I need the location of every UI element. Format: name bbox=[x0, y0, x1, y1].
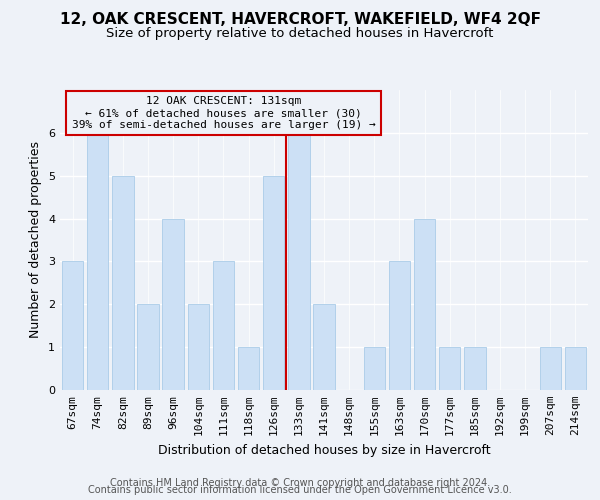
Bar bbox=[389, 262, 410, 390]
Text: 12, OAK CRESCENT, HAVERCROFT, WAKEFIELD, WF4 2QF: 12, OAK CRESCENT, HAVERCROFT, WAKEFIELD,… bbox=[59, 12, 541, 28]
Bar bbox=[288, 133, 310, 390]
Bar bbox=[464, 347, 485, 390]
Bar bbox=[137, 304, 158, 390]
X-axis label: Distribution of detached houses by size in Havercroft: Distribution of detached houses by size … bbox=[158, 444, 490, 456]
Bar bbox=[313, 304, 335, 390]
Bar bbox=[439, 347, 460, 390]
Bar bbox=[62, 262, 83, 390]
Bar bbox=[163, 218, 184, 390]
Text: Contains HM Land Registry data © Crown copyright and database right 2024.: Contains HM Land Registry data © Crown c… bbox=[110, 478, 490, 488]
Bar bbox=[414, 218, 435, 390]
Text: 12 OAK CRESCENT: 131sqm
← 61% of detached houses are smaller (30)
39% of semi-de: 12 OAK CRESCENT: 131sqm ← 61% of detache… bbox=[71, 96, 376, 130]
Text: Contains public sector information licensed under the Open Government Licence v3: Contains public sector information licen… bbox=[88, 485, 512, 495]
Y-axis label: Number of detached properties: Number of detached properties bbox=[29, 142, 43, 338]
Bar bbox=[87, 133, 109, 390]
Bar bbox=[112, 176, 134, 390]
Bar bbox=[263, 176, 284, 390]
Bar bbox=[213, 262, 234, 390]
Bar bbox=[364, 347, 385, 390]
Bar bbox=[539, 347, 561, 390]
Bar bbox=[238, 347, 259, 390]
Text: Size of property relative to detached houses in Havercroft: Size of property relative to detached ho… bbox=[106, 28, 494, 40]
Bar bbox=[188, 304, 209, 390]
Bar bbox=[565, 347, 586, 390]
